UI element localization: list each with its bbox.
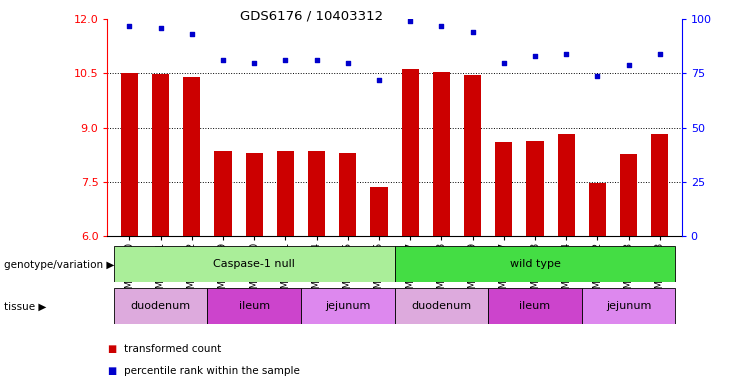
Bar — [214, 151, 231, 236]
Text: ■: ■ — [107, 344, 116, 354]
Text: ileum: ileum — [239, 301, 270, 311]
Bar — [433, 72, 450, 236]
Text: duodenum: duodenum — [130, 301, 190, 311]
Point — [123, 23, 135, 29]
Text: duodenum: duodenum — [411, 301, 471, 311]
Bar — [276, 151, 294, 236]
Point — [186, 31, 198, 38]
Text: ileum: ileum — [519, 301, 551, 311]
Bar — [395, 246, 676, 282]
Point — [310, 57, 322, 63]
Point — [654, 51, 666, 57]
Text: transformed count: transformed count — [124, 344, 222, 354]
Point — [155, 25, 167, 31]
Bar — [121, 73, 138, 236]
Bar — [464, 75, 481, 236]
Bar — [589, 183, 606, 236]
Bar — [301, 288, 395, 324]
Point — [279, 57, 291, 63]
Text: jejunum: jejunum — [325, 301, 370, 311]
Point — [591, 73, 603, 79]
Bar — [402, 69, 419, 236]
Point — [405, 18, 416, 25]
Bar — [339, 153, 356, 236]
Text: wild type: wild type — [510, 259, 560, 269]
Text: genotype/variation ▶: genotype/variation ▶ — [4, 260, 114, 270]
Point — [560, 51, 572, 57]
Point — [217, 57, 229, 63]
Bar — [370, 187, 388, 236]
Text: Caspase-1 null: Caspase-1 null — [213, 259, 295, 269]
Bar — [308, 151, 325, 236]
Bar — [495, 142, 513, 236]
Bar — [582, 288, 676, 324]
Point — [342, 60, 353, 66]
Point — [467, 29, 479, 35]
Text: GDS6176 / 10403312: GDS6176 / 10403312 — [239, 10, 383, 23]
Text: jejunum: jejunum — [606, 301, 651, 311]
Point — [373, 77, 385, 83]
Bar — [651, 134, 668, 236]
Point — [436, 23, 448, 29]
Bar — [558, 134, 575, 236]
Text: tissue ▶: tissue ▶ — [4, 302, 46, 312]
Bar — [395, 288, 488, 324]
Bar — [526, 141, 544, 236]
Bar — [113, 246, 395, 282]
Bar — [113, 288, 207, 324]
Point — [498, 60, 510, 66]
Bar — [152, 74, 169, 236]
Bar — [620, 154, 637, 236]
Point — [529, 53, 541, 59]
Bar — [488, 288, 582, 324]
Text: percentile rank within the sample: percentile rank within the sample — [124, 366, 300, 376]
Bar — [183, 77, 200, 236]
Bar — [207, 288, 301, 324]
Point — [248, 60, 260, 66]
Bar — [245, 153, 263, 236]
Text: ■: ■ — [107, 366, 116, 376]
Point — [622, 62, 634, 68]
